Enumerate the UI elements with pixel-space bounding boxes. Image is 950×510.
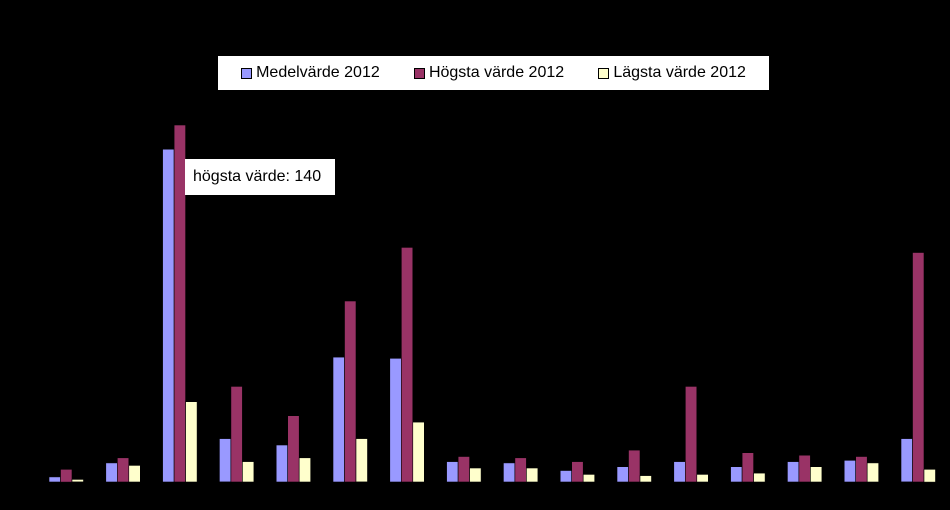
bar-hogsta-12 xyxy=(684,386,698,483)
legend-label-lagsta: Lägsta värde 2012 xyxy=(613,64,746,81)
bar-medelvarde-6 xyxy=(332,356,345,483)
max-value-annotation: högsta värde: 140 xyxy=(185,159,335,195)
bar-medelvarde-1 xyxy=(48,476,61,483)
bar-lagsta-16 xyxy=(923,468,936,483)
bar-hogsta-2 xyxy=(117,457,130,483)
legend-item-medelvarde: Medelvärde 2012 xyxy=(241,64,380,82)
bar-medelvarde-10 xyxy=(559,470,573,483)
legend-label-medelvarde: Medelvärde 2012 xyxy=(256,64,380,81)
bar-lagsta-6 xyxy=(355,438,368,483)
bar-hogsta-1 xyxy=(60,468,73,483)
bar-hogsta-15 xyxy=(855,456,868,483)
bar-lagsta-4 xyxy=(242,461,255,483)
bar-medelvarde-14 xyxy=(787,461,800,483)
bar-medelvarde-11 xyxy=(616,466,629,483)
bar-lagsta-14 xyxy=(810,466,823,483)
bar-lagsta-13 xyxy=(753,472,766,483)
bar-hogsta-5 xyxy=(287,415,300,483)
bar-medelvarde-8 xyxy=(446,461,459,483)
legend-item-hogsta: Högsta värde 2012 xyxy=(413,64,565,82)
bar-hogsta-4 xyxy=(230,386,243,483)
bar-hogsta-7 xyxy=(400,247,414,483)
bar-medelvarde-3 xyxy=(162,148,175,483)
legend-swatch-medelvarde xyxy=(241,67,253,79)
bar-hogsta-8 xyxy=(457,456,470,483)
bar-medelvarde-12 xyxy=(673,461,686,483)
bar-medelvarde-9 xyxy=(503,462,516,483)
bar-lagsta-8 xyxy=(469,467,482,483)
bar-lagsta-5 xyxy=(298,457,312,483)
bar-medelvarde-2 xyxy=(105,462,118,483)
bar-lagsta-7 xyxy=(412,421,425,483)
legend-item-lagsta: Lägsta värde 2012 xyxy=(598,64,746,82)
bar-lagsta-10 xyxy=(582,474,596,483)
bar-hogsta-13 xyxy=(741,452,754,483)
legend-swatch-hogsta xyxy=(413,67,425,79)
bar-medelvarde-16 xyxy=(900,438,913,483)
bar-hogsta-3 xyxy=(173,124,186,483)
bar-medelvarde-4 xyxy=(219,438,232,483)
bar-hogsta-10 xyxy=(571,461,584,483)
bar-lagsta-9 xyxy=(526,467,539,483)
legend-label-hogsta: Högsta värde 2012 xyxy=(428,64,565,81)
bar-hogsta-6 xyxy=(344,300,357,483)
bar-medelvarde-13 xyxy=(730,466,743,483)
bar-lagsta-1 xyxy=(71,479,84,483)
bar-hogsta-14 xyxy=(798,454,811,483)
bar-lagsta-12 xyxy=(696,474,709,483)
legend-swatch-lagsta xyxy=(598,67,610,79)
bar-lagsta-11 xyxy=(639,475,652,483)
bar-lagsta-2 xyxy=(128,465,141,483)
bar-medelvarde-5 xyxy=(275,444,289,483)
legend: Medelvärde 2012 Högsta värde 2012 Lägsta… xyxy=(218,56,769,90)
bar-hogsta-11 xyxy=(628,449,641,483)
bar-lagsta-3 xyxy=(185,401,198,483)
bar-hogsta-9 xyxy=(514,457,527,483)
bar-medelvarde-7 xyxy=(389,357,402,483)
bar-lagsta-15 xyxy=(866,462,880,483)
bar-hogsta-16 xyxy=(912,252,925,483)
bar-medelvarde-15 xyxy=(843,459,857,483)
